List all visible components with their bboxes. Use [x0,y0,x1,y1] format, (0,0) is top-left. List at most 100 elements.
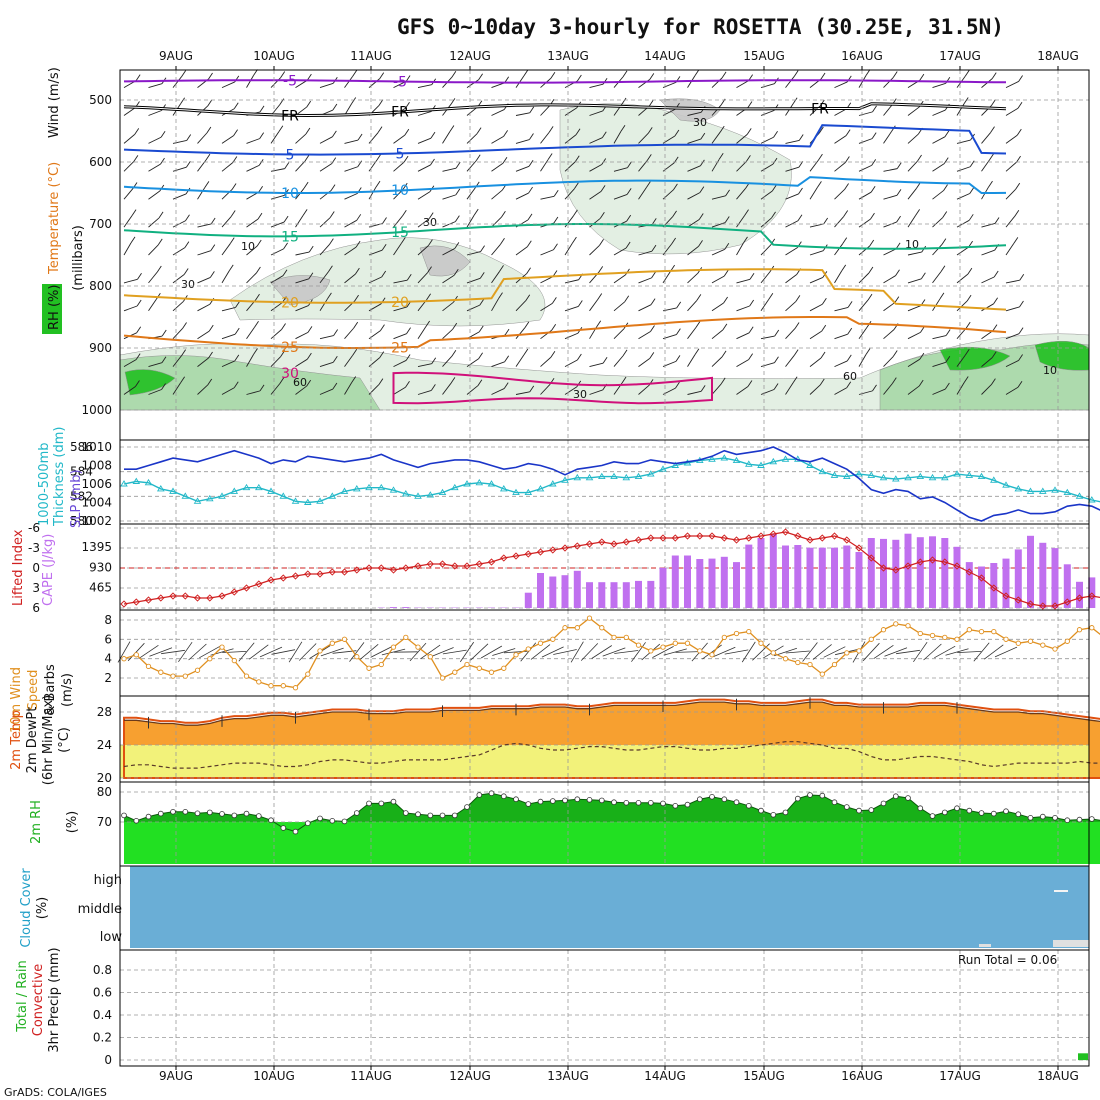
wind-barb [466,277,481,284]
wind-barb [589,389,603,395]
lifted-index-point [990,584,998,592]
temp2m-axis: 20 24 28 [97,705,112,785]
lifted-index-point [181,592,189,600]
wind10m-point [1040,642,1046,648]
cloud-tick: low [100,930,123,945]
cape-bar [647,580,655,608]
wind10m-barb [570,641,584,663]
lifted-index-point [965,568,973,576]
wind-barb [442,301,454,312]
wind-barb [197,187,206,200]
wind-barb [540,356,552,367]
wind-barb-flag [596,320,602,327]
thickness-point [414,492,422,499]
wind-barb [123,305,138,312]
wind-barb-flag [451,349,457,357]
thickness-point [573,473,582,481]
wind-barb-flag [305,127,311,135]
thickness-point [291,497,300,504]
wind-barb [491,243,501,256]
wind-barb-flag [749,299,755,307]
wind10m-barb [663,648,687,656]
wind-barb-flag [797,214,803,221]
wind-barb-flag [944,130,950,138]
wind-barb [246,245,258,256]
wind-barb-flag [963,97,969,104]
wind-barb-flag [181,349,186,356]
cloud-axis: low middle high [78,873,123,945]
wind-barb-flag [649,352,655,359]
thickness-point [671,461,680,468]
wind-barb-flag [131,209,137,216]
lifted-index-point [1026,600,1035,608]
dewpoint-band [120,745,1089,778]
wind10m-barb [442,649,467,655]
rh2m-point [721,796,728,802]
wind-barb-flag [945,329,951,336]
rh2m-label-2: (%) [65,811,80,834]
lifted-index-point [561,544,569,552]
wind-barb-flag [798,187,803,195]
wind-barb-flag [449,125,455,132]
wind-barb-flag [431,384,436,391]
wind10m-point [145,663,152,670]
lifted-index-point [304,570,312,578]
lifted-index-point [757,532,765,540]
wind10m-point [660,644,666,650]
wind-barb [417,137,432,144]
wind10m-barb [459,641,475,663]
wind-barb-flag [919,352,925,360]
wind-barb-flag [406,273,412,281]
wind-barb-flag [622,70,628,78]
wind-barb-flag [206,126,212,134]
rh2m-point [549,798,556,804]
wind-barb-flag [676,328,681,335]
wind-barb [711,131,721,144]
thickness-point [732,456,741,464]
wind-barb-flag [969,187,975,194]
wind-barb [442,221,456,228]
wind10m-barb [138,644,159,660]
wind-barb [589,299,599,312]
cloud-label: Cloud Cover (%) [19,868,50,948]
stability-panel: -6 -3 0 3 6 465 930 1395 Lifted Index CAPE (J/k… [11,521,1100,615]
thickness-slp-lines [120,446,1100,522]
thickness-tick: 580 [70,514,93,528]
wind-barb-flag [869,239,875,247]
wind-barb-flag [450,377,456,384]
wind-barb [687,219,700,228]
wind10m-point [501,665,507,671]
thickness-point [120,480,128,487]
wind-barb-flag [278,125,284,133]
wind-barb [123,386,136,395]
wind-barb-flag [1013,237,1019,244]
wind-barb-flag [724,243,730,250]
wind10m-barb [238,642,255,662]
rh2m-point [611,799,617,805]
wind10m-point [207,656,213,662]
wind10m-barb [178,641,193,663]
wind-barb-flag [160,131,166,138]
wind-barb [932,335,947,340]
wind-barb-flag [204,181,210,188]
wind-barb [907,160,918,172]
wind-barb-flag [747,101,753,108]
wind10m-point [795,659,801,666]
wind-barb [564,332,579,340]
chart-title: GFS 0~10day 3-hourly for ROSETTA (30.25E… [397,15,1004,39]
wind-barb-flag [576,353,582,361]
lifted-index-point [806,536,814,544]
wind-barb [442,274,455,284]
wind-barb-flag [723,296,728,304]
wind-barb-flag [156,265,162,273]
wind-barb [148,190,161,200]
rh2m-point [317,815,323,822]
wind-barb-flag [355,240,361,248]
rh2m-axis: 70 80 [97,785,112,829]
wind-barb [344,273,356,284]
wind-barb [295,133,307,144]
wind10m-point [133,652,139,658]
wind-barb [809,223,824,228]
rh2m-point [966,807,973,814]
wind-barb [711,159,720,172]
